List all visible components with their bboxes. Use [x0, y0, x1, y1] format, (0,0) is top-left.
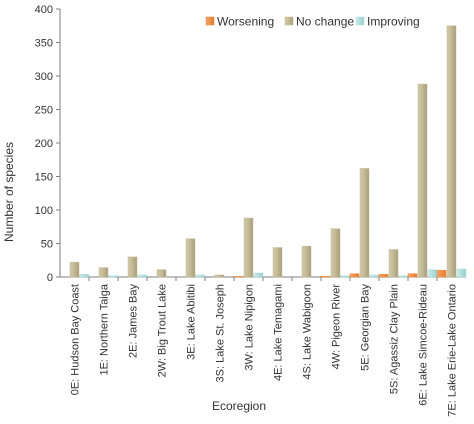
x-tick-label: 5E: Georgian Bay	[360, 284, 372, 371]
x-tick-label: 2W: Big Trout Lake	[157, 284, 169, 377]
bar-worsening	[436, 270, 447, 278]
x-tick-label: 3E: Lake Abitibi	[186, 284, 198, 360]
y-tick-label: 400	[35, 4, 53, 16]
bar-worsening	[349, 273, 360, 278]
x-tick-label: 4E: Lake Temagami	[273, 284, 285, 381]
x-tick-label: 7E: Lake Erie-Lake Ontario	[447, 284, 459, 417]
bar-no-change	[185, 238, 196, 278]
y-tick-label: 350	[35, 38, 53, 50]
x-tick-label: 1E: Northern Taiga	[99, 283, 111, 375]
bar-worsening	[233, 276, 244, 278]
bar-no-change	[301, 245, 312, 278]
legend-swatch	[355, 16, 365, 26]
bar-improving	[398, 275, 409, 278]
bar-no-change	[127, 256, 138, 278]
x-tick-label: 3W: Lake Nipigon	[244, 284, 256, 371]
x-tick-label: 4W: Pigeon River	[331, 284, 343, 370]
bar-improving	[79, 274, 90, 278]
legend-label: Improving	[367, 15, 420, 29]
bar-no-change	[214, 274, 225, 278]
bar-worsening	[320, 276, 331, 278]
y-tick-label: 0	[47, 272, 53, 284]
bar-improving	[369, 274, 380, 278]
x-tick-label: 4S: Lake Wabigoon	[302, 284, 314, 380]
x-tick-label: 5S: Agassiz Clay Plain	[389, 284, 401, 394]
bar-improving	[253, 272, 264, 278]
bar-worsening	[407, 273, 418, 278]
y-tick-label: 200	[35, 138, 53, 150]
bar-no-change	[272, 247, 283, 278]
y-tick-label: 100	[35, 205, 53, 217]
y-tick-label: 150	[35, 172, 53, 184]
legend-swatch	[205, 16, 215, 26]
bar-no-change	[243, 217, 254, 278]
bar-improving	[137, 274, 148, 278]
bar-no-change	[330, 228, 341, 278]
x-tick-label: 0E: Hudson Bay Coast	[70, 284, 82, 395]
x-axis-title: Ecoregion	[212, 399, 266, 413]
bar-improving	[456, 268, 467, 278]
bar-no-change	[359, 168, 370, 278]
bar-no-change	[156, 269, 167, 278]
bar-no-change	[446, 25, 457, 278]
bar-worsening	[378, 274, 389, 278]
bar-improving	[340, 275, 351, 278]
y-tick-label: 50	[41, 239, 53, 251]
bar-no-change	[69, 262, 80, 278]
x-tick-label: 2E: James Bay	[128, 284, 140, 358]
y-tick-label: 250	[35, 105, 53, 117]
y-tick-label: 300	[35, 71, 53, 83]
bar-improving	[108, 275, 119, 278]
bar-no-change	[388, 249, 399, 278]
bar-improving	[195, 274, 206, 278]
x-tick-label: 3S: Lake St. Joseph	[215, 284, 227, 382]
legend-swatch	[284, 16, 294, 26]
bar-improving	[427, 269, 438, 278]
bar-no-change	[417, 83, 428, 278]
legend-label: No change	[296, 15, 354, 29]
legend-label: Worsening	[217, 15, 274, 29]
y-axis-title: Number of species	[2, 142, 16, 242]
x-tick-label: 6E: Lake Simcoe-Rideau	[418, 284, 430, 406]
bar-no-change	[98, 267, 109, 278]
